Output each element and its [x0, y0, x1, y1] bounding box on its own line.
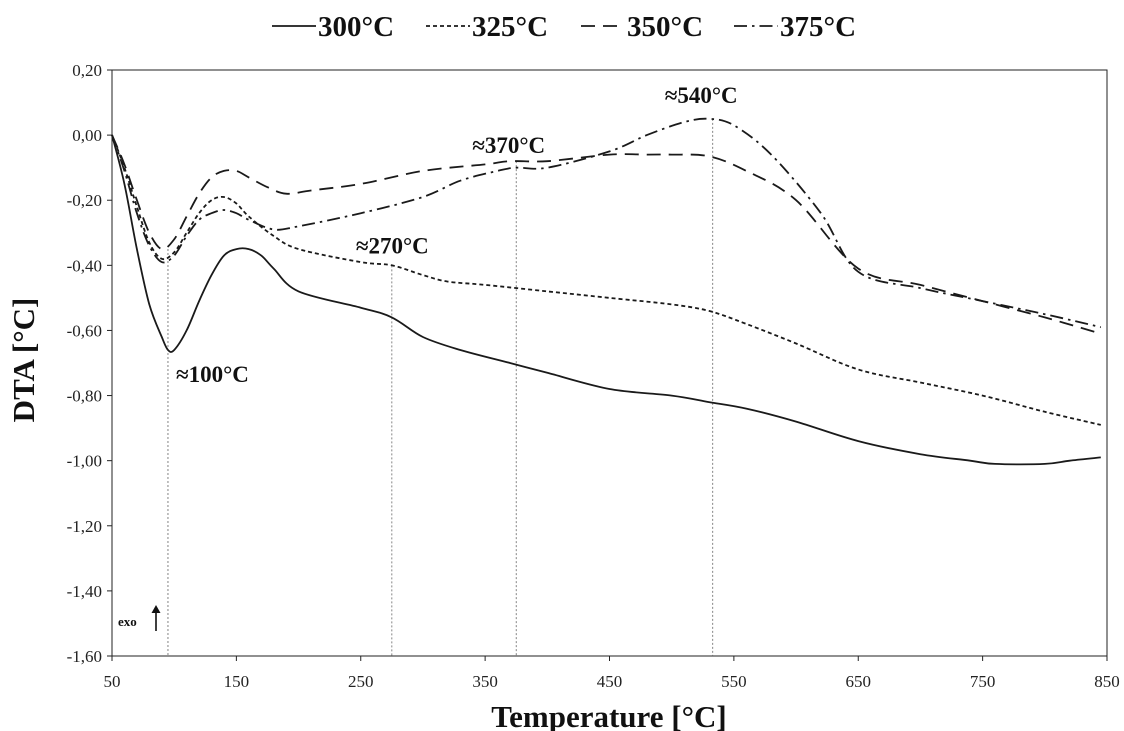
x-tick-label: 450	[597, 672, 623, 691]
series-line-300	[111, 134, 1101, 466]
x-tick-label: 150	[224, 672, 250, 691]
series-line-350	[111, 134, 1102, 335]
y-tick-label: 0,00	[72, 126, 102, 145]
legend-entry-label: 300°C	[318, 11, 394, 43]
exo-label: exo	[118, 614, 137, 629]
annotation-label: ≈540°C	[665, 83, 738, 108]
x-tick-label: 750	[970, 672, 996, 691]
y-tick-label: -0,20	[67, 191, 102, 210]
y-tick-label: -1,20	[67, 517, 102, 536]
y-tick-label: -0,80	[67, 387, 102, 406]
y-ticks: 0,20 0,00 -0,20 -0,40 -0,60 -0,80 -1,00 -1,20 -1…	[67, 61, 112, 666]
x-ticks: 50 150 250 350 450 550 650 750 850	[104, 656, 1120, 691]
x-tick-label: 50	[104, 672, 121, 691]
series-lines	[111, 117, 1102, 466]
guide-lines	[167, 118, 714, 656]
x-tick-label: 550	[721, 672, 747, 691]
x-axis-title: Temperature [°C]	[491, 699, 726, 731]
y-axis-title: DTA [°C]	[6, 298, 41, 423]
legend-entry-label: 375°C	[780, 11, 856, 43]
y-tick-label: -1,00	[67, 452, 102, 471]
exo-arrow-icon	[151, 605, 161, 631]
y-tick-label: -0,40	[67, 256, 102, 275]
series-line-325	[111, 134, 1102, 426]
annotation-label: ≈370°C	[472, 133, 545, 158]
x-tick-label: 850	[1094, 672, 1120, 691]
plot-area-frame	[111, 69, 1108, 657]
annotation-label: ≈100°C	[176, 362, 249, 387]
x-tick-label: 650	[846, 672, 872, 691]
legend-entry-label: 325°C	[472, 11, 548, 43]
x-tick-label: 250	[348, 672, 374, 691]
annotations: ≈100°C ≈270°C ≈370°C ≈540°C	[176, 83, 738, 387]
legend-entry-label: 350°C	[627, 11, 703, 43]
annotation-label: ≈270°C	[356, 233, 429, 258]
y-tick-label: -0,60	[67, 321, 102, 340]
y-tick-label: -1,40	[67, 582, 102, 601]
legend: 300°C 325°C 350°C 375°C	[272, 11, 856, 43]
y-tick-label: 0,20	[72, 61, 102, 80]
series-line-375	[111, 117, 1102, 329]
y-tick-label: -1,60	[67, 647, 102, 666]
x-tick-label: 350	[472, 672, 498, 691]
